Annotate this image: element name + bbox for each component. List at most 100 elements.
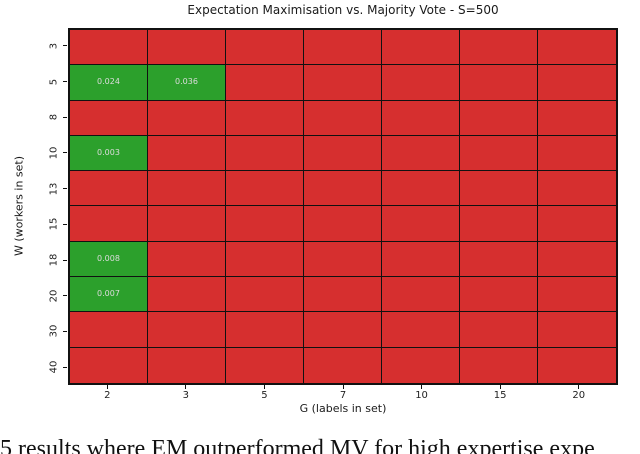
y-tick-label: 3 — [48, 42, 60, 50]
heatmap-cell — [382, 206, 460, 242]
heatmap-cell — [538, 100, 616, 136]
heatmap-cell — [148, 100, 226, 136]
heatmap-cell — [304, 312, 382, 348]
cell-value: 0.007 — [97, 289, 120, 299]
heatmap-cell — [70, 100, 148, 136]
y-tick-label: 8 — [48, 114, 60, 121]
heatmap-cell — [148, 312, 226, 348]
heatmap-cell — [226, 135, 304, 172]
x-tick-mark — [342, 385, 344, 389]
y-tick-label: 13 — [48, 182, 60, 196]
x-tick-label: 10 — [415, 390, 428, 401]
heatmap-cell — [382, 347, 460, 383]
heatmap-cell — [538, 277, 616, 313]
heatmap-cell — [538, 241, 616, 278]
heatmap-cell — [70, 312, 148, 348]
heatmap-cell — [460, 30, 538, 66]
x-tick-mark — [578, 385, 580, 389]
heatmap-cell — [148, 277, 226, 313]
cell-value: 0.003 — [97, 148, 120, 158]
heatmap-cell — [148, 30, 226, 66]
heatmap-cell — [382, 171, 460, 207]
heatmap-cell — [460, 277, 538, 313]
heatmap-cell — [460, 241, 538, 278]
heatmap-plot: 0.024 0.036 0.003 0.008 0.007 — [68, 28, 618, 385]
x-tick-mark — [263, 385, 265, 389]
y-tick-label: 5 — [48, 78, 60, 85]
chart-title: Expectation Maximisation vs. Majority Vo… — [187, 3, 499, 17]
figure-caption: 5 results where EM outperformed MV for h… — [0, 436, 595, 454]
heatmap-cell — [460, 347, 538, 383]
y-tick-mark — [63, 366, 67, 368]
heatmap-cell: 0.007 — [70, 277, 148, 313]
heatmap-cell — [304, 347, 382, 383]
y-tick-mark — [63, 259, 67, 261]
y-tick-label: 10 — [48, 146, 60, 160]
y-tick-mark — [63, 188, 67, 190]
heatmap-cell — [538, 206, 616, 242]
cell-value: 0.036 — [175, 77, 198, 87]
heatmap-cell — [226, 100, 304, 136]
y-tick-label: 20 — [48, 289, 60, 303]
heatmap-cell — [226, 277, 304, 313]
heatmap-cell — [70, 171, 148, 207]
x-tick-label: 7 — [339, 390, 347, 401]
y-tick-label: 40 — [48, 360, 60, 374]
x-axis-label: G (labels in set) — [299, 402, 387, 415]
heatmap-cell — [460, 100, 538, 136]
heatmap-cell — [226, 312, 304, 348]
x-tick-mark — [185, 385, 187, 389]
x-tick-label: 3 — [182, 390, 190, 401]
heatmap-cell — [382, 277, 460, 313]
cell-value: 0.024 — [97, 77, 120, 87]
x-tick-label: 15 — [493, 390, 507, 401]
x-tick-label: 20 — [572, 390, 586, 401]
heatmap-cell — [382, 65, 460, 101]
heatmap-cell — [70, 30, 148, 66]
heatmap-cell — [382, 135, 460, 172]
heatmap-cell — [304, 135, 382, 172]
heatmap-cell — [538, 347, 616, 383]
heatmap-cell — [226, 30, 304, 66]
heatmap-cell — [70, 347, 148, 383]
x-tick-mark — [499, 385, 501, 389]
heatmap-cell — [304, 277, 382, 313]
heatmap-cell: 0.008 — [70, 241, 148, 278]
heatmap-cell — [538, 312, 616, 348]
heatmap-cell — [226, 347, 304, 383]
heatmap-cell — [304, 241, 382, 278]
y-axis-label: W (workers in set) — [12, 155, 26, 257]
cell-value: 0.008 — [97, 253, 120, 263]
heatmap-cell — [226, 206, 304, 242]
heatmap-cell — [148, 347, 226, 383]
heatmap-cell — [538, 30, 616, 66]
y-tick-mark — [63, 223, 67, 225]
heatmap-cell — [460, 65, 538, 101]
heatmap-cell — [304, 30, 382, 66]
heatmap-cell — [148, 135, 226, 172]
heatmap-cell — [304, 171, 382, 207]
y-tick-label: 15 — [48, 217, 60, 231]
heatmap-cell — [382, 30, 460, 66]
heatmap-cell — [460, 135, 538, 172]
heatmap-cell — [538, 135, 616, 172]
heatmap-cell — [148, 241, 226, 278]
heatmap-cell — [538, 65, 616, 101]
heatmap-cell — [148, 171, 226, 207]
y-tick-mark — [63, 295, 67, 297]
y-tick-mark — [63, 81, 67, 83]
x-tick-mark — [421, 385, 423, 389]
x-tick-label: 2 — [104, 390, 111, 401]
heatmap-cell — [538, 171, 616, 207]
y-tick-label: 18 — [48, 253, 60, 267]
heatmap-cell — [382, 312, 460, 348]
heatmap-cell — [304, 100, 382, 136]
x-tick-mark — [106, 385, 108, 389]
heatmap-cell — [460, 171, 538, 207]
heatmap-cell: 0.003 — [70, 135, 148, 172]
heatmap-cell: 0.036 — [148, 65, 226, 101]
y-tick-mark — [63, 45, 67, 47]
heatmap-cell — [304, 65, 382, 101]
heatmap-cell — [226, 65, 304, 101]
